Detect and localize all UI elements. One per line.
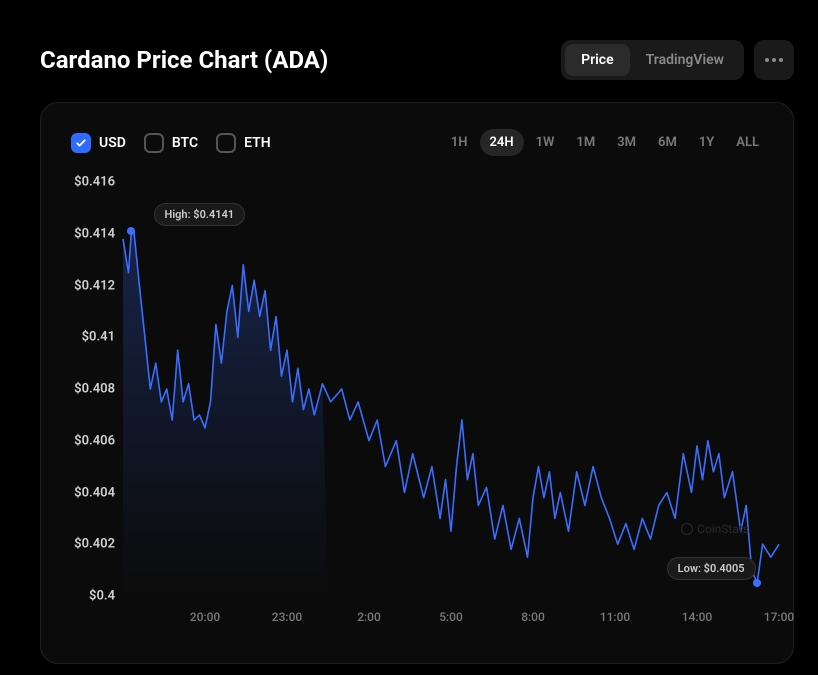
low-badge: Low: $0.4005: [667, 557, 756, 580]
range-1m[interactable]: 1M: [566, 129, 605, 156]
more-button[interactable]: [754, 40, 794, 80]
range-group: 1H24H1W1M3M6M1YALL: [441, 129, 769, 156]
y-tick-label: $0.406: [74, 433, 115, 448]
range-all[interactable]: ALL: [726, 129, 769, 156]
x-tick-label: 14:00: [682, 610, 712, 624]
page-title: Cardano Price Chart (ADA): [40, 46, 328, 74]
checkbox-icon: [216, 133, 236, 153]
x-tick-label: 2:00: [357, 610, 381, 624]
y-tick-label: $0.404: [74, 485, 115, 500]
y-tick-label: $0.414: [74, 226, 115, 241]
y-axis: $0.416$0.414$0.412$0.41$0.408$0.406$0.40…: [51, 182, 123, 596]
y-tick-label: $0.402: [74, 537, 115, 552]
range-6m[interactable]: 6M: [648, 129, 687, 156]
low-marker: [753, 579, 761, 587]
currency-checkbox-btc[interactable]: BTC: [144, 133, 198, 153]
view-tab-price[interactable]: Price: [565, 44, 630, 76]
currency-checkbox-eth[interactable]: ETH: [216, 133, 271, 153]
range-1w[interactable]: 1W: [526, 129, 565, 156]
x-tick-label: 5:00: [439, 610, 463, 624]
x-tick-label: 8:00: [521, 610, 545, 624]
range-1h[interactable]: 1H: [441, 129, 478, 156]
view-toggle: PriceTradingView: [561, 40, 744, 80]
currency-checkbox-usd[interactable]: USD: [71, 133, 126, 153]
high-badge: High: $0.4141: [154, 203, 246, 226]
currency-label: BTC: [172, 135, 198, 151]
x-tick-label: 20:00: [190, 610, 220, 624]
range-3m[interactable]: 3M: [607, 129, 646, 156]
checkbox-icon: [71, 133, 91, 153]
y-tick-label: $0.408: [74, 382, 115, 397]
y-tick-label: $0.4: [89, 589, 115, 604]
range-1y[interactable]: 1Y: [689, 129, 724, 156]
currency-group: USD BTC ETH: [71, 133, 271, 153]
x-tick-label: 17:00: [764, 610, 794, 624]
y-tick-label: $0.41: [82, 330, 115, 345]
watermark: CoinStats: [681, 522, 749, 536]
chart-area: $0.416$0.414$0.412$0.41$0.408$0.406$0.40…: [51, 182, 779, 632]
x-tick-label: 23:00: [272, 610, 302, 624]
y-tick-label: $0.416: [74, 175, 115, 190]
checkbox-icon: [144, 133, 164, 153]
currency-label: USD: [99, 135, 126, 151]
currency-label: ETH: [244, 135, 271, 151]
range-24h[interactable]: 24H: [480, 129, 524, 156]
high-marker: [127, 227, 135, 235]
y-tick-label: $0.412: [74, 278, 115, 293]
ellipsis-icon: [765, 58, 783, 62]
view-tab-tradingview[interactable]: TradingView: [630, 44, 740, 76]
x-axis: 20:0023:002:005:008:0011:0014:0017:00: [123, 600, 779, 636]
x-tick-label: 11:00: [600, 610, 630, 624]
chart-card: USDBTCETH 1H24H1W1M3M6M1YALL $0.416$0.41…: [40, 102, 794, 664]
chart-plot[interactable]: CoinStats High: $0.4141 Low: $0.4005: [123, 182, 779, 596]
